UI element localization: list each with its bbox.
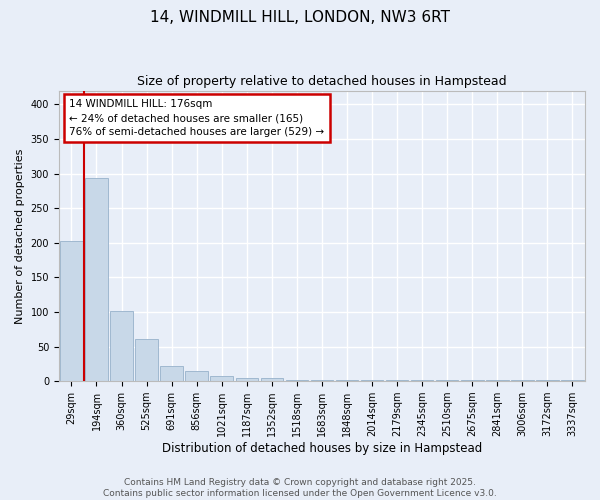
Y-axis label: Number of detached properties: Number of detached properties: [15, 148, 25, 324]
Text: 14, WINDMILL HILL, LONDON, NW3 6RT: 14, WINDMILL HILL, LONDON, NW3 6RT: [150, 10, 450, 25]
Bar: [211, 376, 233, 381]
Bar: [436, 380, 458, 381]
Bar: [160, 366, 183, 381]
Bar: [185, 370, 208, 381]
Bar: [536, 380, 559, 381]
X-axis label: Distribution of detached houses by size in Hampstead: Distribution of detached houses by size …: [162, 442, 482, 455]
Bar: [486, 380, 509, 381]
Bar: [561, 380, 584, 381]
Text: 14 WINDMILL HILL: 176sqm
← 24% of detached houses are smaller (165)
76% of semi-: 14 WINDMILL HILL: 176sqm ← 24% of detach…: [70, 100, 325, 138]
Bar: [236, 378, 258, 381]
Bar: [386, 380, 409, 381]
Bar: [361, 380, 383, 381]
Bar: [260, 378, 283, 381]
Text: Contains HM Land Registry data © Crown copyright and database right 2025.
Contai: Contains HM Land Registry data © Crown c…: [103, 478, 497, 498]
Bar: [461, 380, 484, 381]
Bar: [511, 380, 533, 381]
Bar: [311, 380, 333, 381]
Bar: [411, 380, 433, 381]
Bar: [60, 242, 83, 381]
Bar: [286, 380, 308, 381]
Bar: [110, 311, 133, 381]
Bar: [85, 178, 108, 381]
Bar: [136, 339, 158, 381]
Bar: [336, 380, 358, 381]
Title: Size of property relative to detached houses in Hampstead: Size of property relative to detached ho…: [137, 75, 507, 88]
